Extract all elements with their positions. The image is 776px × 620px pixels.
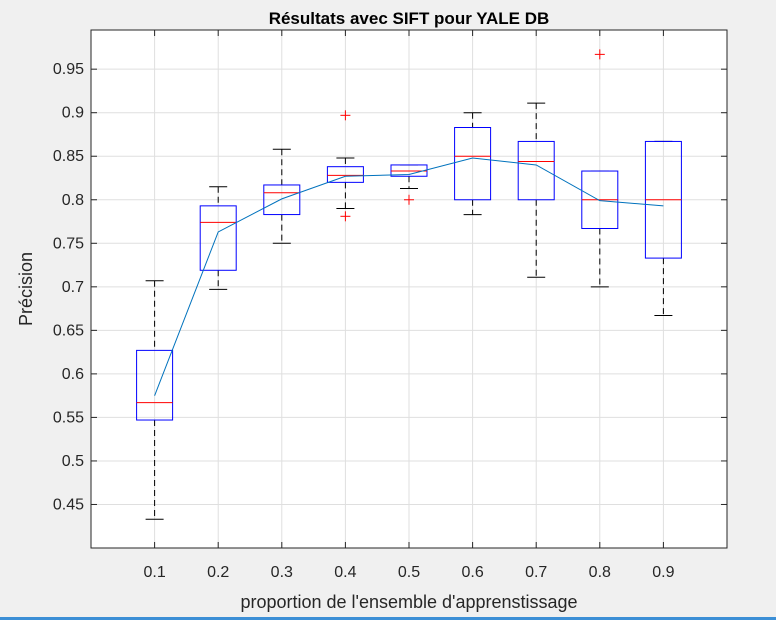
iqr-box xyxy=(136,349,174,421)
mean-line xyxy=(154,157,664,396)
box-plot-0.3 xyxy=(263,148,301,244)
y-tick-label: 0.9 xyxy=(62,105,84,122)
box-plot-0.4 xyxy=(326,110,364,222)
y-tick-label: 0.95 xyxy=(53,61,84,78)
y-tick-label: 0.45 xyxy=(53,496,84,513)
box-plot-0.7 xyxy=(517,102,555,278)
y-tick-label: 0.7 xyxy=(62,279,84,296)
outlier-marker xyxy=(340,110,351,121)
x-tick-label: 0.1 xyxy=(143,564,165,581)
mean-line-layer xyxy=(154,157,664,396)
iqr-box xyxy=(454,127,492,201)
box-plot-0.8 xyxy=(581,49,619,288)
iqr-box xyxy=(326,166,364,183)
box-plot-0.6 xyxy=(454,112,492,216)
x-tick-label: 0.3 xyxy=(271,564,293,581)
x-tick-label: 0.9 xyxy=(652,564,674,581)
x-tick-label: 0.6 xyxy=(461,564,483,581)
box-plot-0.9 xyxy=(644,140,682,317)
chart-title: Résultats avec SIFT pour YALE DB xyxy=(269,9,550,28)
y-tick-label: 0.75 xyxy=(53,235,84,252)
y-tick-label: 0.65 xyxy=(53,322,84,339)
x-tick-label: 0.8 xyxy=(589,564,611,581)
y-tick-label: 0.5 xyxy=(62,453,84,470)
outlier-marker xyxy=(594,49,605,60)
outlier-marker xyxy=(404,194,414,205)
y-tick-label: 0.6 xyxy=(62,366,84,383)
x-tick-label: 0.7 xyxy=(525,564,547,581)
y-tick-label: 0.8 xyxy=(62,192,84,209)
axis-ticks: 0.45 0.5 0.55 0.6 0.65 0.7 0.75 0.8 0.85 0.9 0.95 0… xyxy=(53,30,727,581)
iqr-box xyxy=(199,205,237,271)
y-tick-label: 0.55 xyxy=(53,409,84,426)
box-plot-0.2 xyxy=(199,186,237,290)
x-axis-label: proportion de l'ensemble d'apprenstissag… xyxy=(240,592,577,612)
y-axis-label: Précision xyxy=(16,252,36,326)
box-plot-0.1 xyxy=(136,280,174,520)
iqr-box xyxy=(263,184,301,216)
outlier-marker xyxy=(340,211,351,222)
box-plots xyxy=(136,49,682,520)
y-tick-label: 0.85 xyxy=(53,148,84,165)
window-bottom-border xyxy=(0,617,776,620)
iqr-box xyxy=(517,140,555,201)
x-tick-label: 0.5 xyxy=(398,564,420,581)
x-tick-label: 0.4 xyxy=(334,564,356,581)
x-tick-label: 0.2 xyxy=(207,564,229,581)
